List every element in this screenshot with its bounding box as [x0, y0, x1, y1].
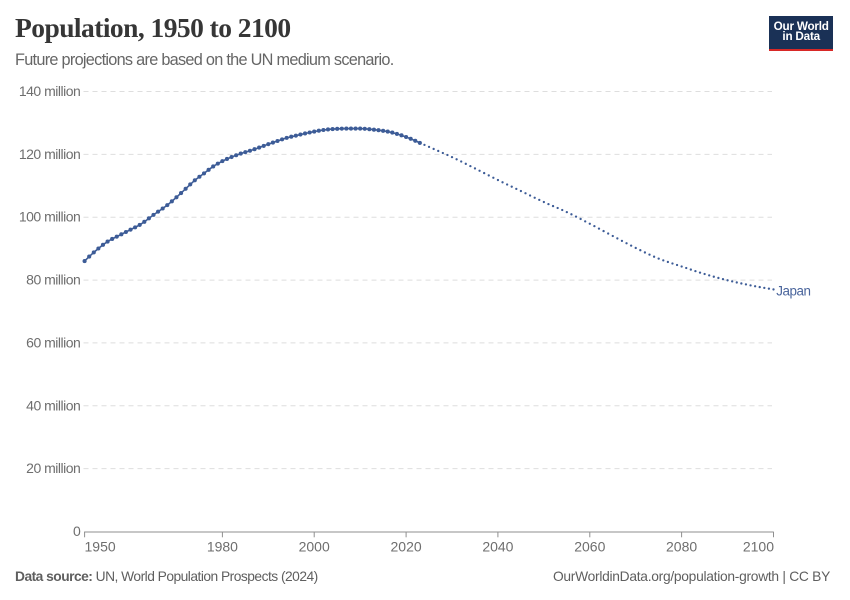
svg-text:2020: 2020	[391, 538, 422, 554]
svg-text:100 million: 100 million	[19, 209, 80, 225]
svg-text:20 million: 20 million	[26, 460, 80, 476]
svg-text:1950: 1950	[85, 538, 116, 554]
svg-text:40 million: 40 million	[26, 397, 80, 413]
svg-text:1980: 1980	[207, 538, 238, 554]
svg-text:80 million: 80 million	[26, 272, 80, 288]
svg-text:2040: 2040	[482, 538, 513, 554]
svg-text:2000: 2000	[299, 538, 330, 554]
svg-text:Japan: Japan	[776, 283, 810, 298]
svg-text:60 million: 60 million	[26, 334, 80, 350]
svg-text:140 million: 140 million	[19, 83, 80, 99]
svg-text:0: 0	[73, 523, 81, 539]
svg-text:2080: 2080	[666, 538, 697, 554]
svg-text:2060: 2060	[574, 538, 605, 554]
svg-text:2100: 2100	[743, 538, 774, 554]
svg-text:120 million: 120 million	[19, 146, 80, 162]
